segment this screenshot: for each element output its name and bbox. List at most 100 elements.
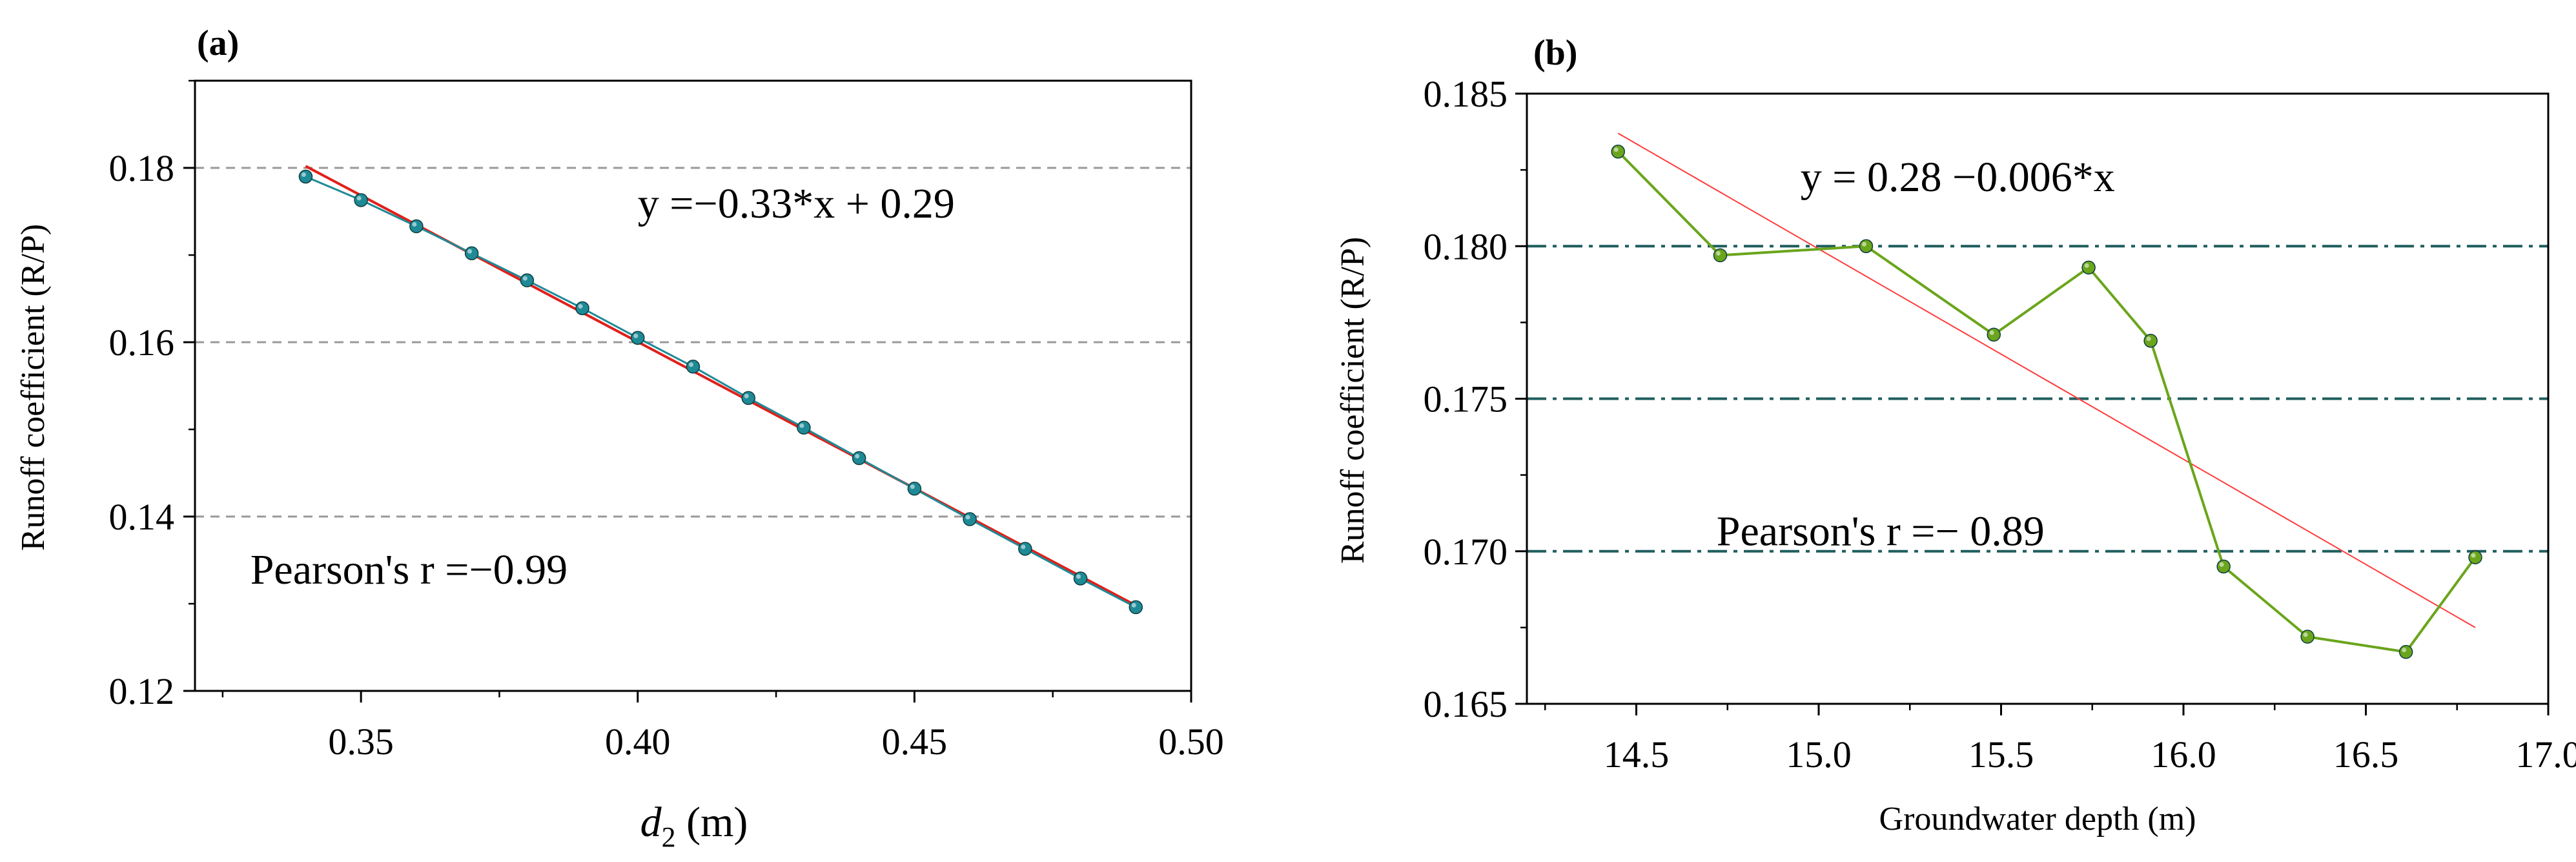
panel-a-pearson-annotation: Pearson's r =−0.99 <box>250 546 567 593</box>
panel-a-x-ticks: 0.35 0.40 0.45 0.50 <box>221 691 1224 763</box>
panel-b: (b) 14.5 15.0 15.5 16.0 16.5 17.0 0.1650.1700… <box>1334 33 2576 837</box>
panel-a-x-axis-title: d2 (m) <box>640 799 748 853</box>
panel-a-point-10 <box>852 451 866 466</box>
panel-b-point-1 <box>1713 248 1728 263</box>
panel-a-point-highlight-14 <box>1076 574 1081 579</box>
panel-a-point-highlight-2 <box>412 221 417 227</box>
panel-b-y-ticks: 0.165 0.170 0.175 0.180 0.185 <box>1424 73 1527 725</box>
panel-a-point-highlight-6 <box>633 333 639 338</box>
panel-a-series-group <box>305 176 1136 608</box>
panel-a-point-5 <box>575 301 589 316</box>
panel-b-y-tick-label-1: 0.170 <box>1424 531 1508 573</box>
panel-b-series-line <box>1617 150 2477 653</box>
panel-a-gridlines <box>195 167 1191 518</box>
panel-a-x-axis-var: d <box>640 799 662 846</box>
panel-a-point-0 <box>298 169 313 184</box>
panel-b-point-0 <box>1611 145 1625 159</box>
panel-b-point-highlight-1 <box>1715 251 1721 256</box>
panel-b-fit-group <box>1617 132 2476 628</box>
panel-a-point-highlight-1 <box>356 196 362 201</box>
panel-b-y-tick-label-4: 0.185 <box>1424 73 1508 115</box>
panel-a-point-4 <box>520 273 535 287</box>
panel-a-point-highlight-15 <box>1131 602 1136 608</box>
panel-b-point-6 <box>2216 559 2231 574</box>
panel-a-axes-frame <box>194 79 1192 692</box>
panel-a-point-11 <box>907 482 922 496</box>
panel-b-x-tick-label-2: 15.5 <box>1968 734 2034 775</box>
panel-b-point-highlight-6 <box>2219 562 2224 567</box>
panel-a-series-line <box>305 176 1136 608</box>
panel-b-point-8 <box>2398 644 2413 659</box>
panel-b-y-tick-label-0: 0.165 <box>1424 683 1508 725</box>
panel-b-y-tick-label-3: 0.180 <box>1424 225 1508 267</box>
panel-a-x-tick-label-1: 0.40 <box>605 721 671 763</box>
panel-b-point-highlight-8 <box>2402 648 2407 653</box>
panel-a-y-tick-label-2: 0.16 <box>109 322 175 364</box>
panel-b-gridlines <box>1527 245 2548 553</box>
panel-b-point-highlight-3 <box>1989 330 1994 335</box>
panel-b-point-5 <box>2143 333 2158 348</box>
panel-b-point-7 <box>2300 630 2315 644</box>
panel-b-x-tick-label-1: 15.0 <box>1786 734 1852 775</box>
panel-a-point-highlight-5 <box>578 303 583 309</box>
panel-a-point-highlight-9 <box>799 423 804 428</box>
panel-a-point-highlight-7 <box>689 362 693 367</box>
panel-b-point-9 <box>2468 550 2482 564</box>
panel-b-point-highlight-9 <box>2471 553 2476 558</box>
panel-a: (a) 0.35 0.40 0.45 0.50 0.12 0.14 0.16 0.18 y … <box>15 23 1224 853</box>
panel-a-y-axis-title: Runoff coefficient (R/P) <box>15 224 52 551</box>
panel-b-series-group <box>1617 150 2477 653</box>
panel-b-point-4 <box>2081 260 2096 275</box>
panel-b-x-axis-title: Groundwater depth (m) <box>1879 801 2196 837</box>
panel-b-y-axis-title: Runoff coefficient (R/P) <box>1334 237 1371 564</box>
panel-b-x-ticks: 14.5 15.0 15.5 16.0 16.5 17.0 <box>1544 704 2576 775</box>
panel-a-markers <box>298 169 1143 615</box>
panel-a-point-highlight-12 <box>965 515 970 520</box>
panel-a-point-8 <box>741 391 755 405</box>
panel-b-markers <box>1611 145 2482 659</box>
panel-a-x-axis-unit: (m) <box>676 799 748 846</box>
panel-a-point-15 <box>1129 600 1143 615</box>
panel-b-point-highlight-2 <box>1861 241 1866 247</box>
panel-b-label: (b) <box>1533 33 1577 73</box>
panel-b-pearson-annotation: Pearson's r =− 0.89 <box>1717 508 2045 555</box>
panel-a-point-highlight-8 <box>744 393 749 398</box>
panel-b-point-highlight-0 <box>1613 147 1619 152</box>
panel-a-point-7 <box>686 360 700 374</box>
panel-a-y-tick-label-3: 0.18 <box>109 147 175 189</box>
panel-b-point-2 <box>1859 239 1874 253</box>
panel-a-point-14 <box>1073 571 1088 586</box>
panel-a-x-tick-label-2: 0.45 <box>882 721 948 763</box>
panel-b-point-3 <box>1987 327 2001 342</box>
panel-a-point-highlight-4 <box>522 276 527 281</box>
panel-a-point-1 <box>354 193 368 207</box>
panel-a-point-highlight-10 <box>855 454 860 459</box>
panel-a-point-3 <box>464 246 479 261</box>
panel-a-y-tick-label-1: 0.14 <box>109 496 175 538</box>
panel-a-equation-annotation: y =−0.33*x + 0.29 <box>638 180 955 227</box>
panel-a-y-ticks: 0.12 0.14 0.16 0.18 <box>109 79 195 712</box>
panel-a-point-highlight-3 <box>467 249 473 254</box>
panel-a-point-2 <box>409 219 424 234</box>
panel-a-x-axis-sub: 2 <box>662 821 676 853</box>
panel-b-point-highlight-7 <box>2303 632 2308 637</box>
panel-a-point-highlight-13 <box>1021 544 1026 549</box>
panel-a-point-12 <box>963 512 977 526</box>
panel-a-y-tick-label-0: 0.12 <box>109 670 175 712</box>
panel-a-point-6 <box>631 331 645 345</box>
panel-a-point-highlight-11 <box>910 484 915 489</box>
panel-b-x-tick-label-4: 16.5 <box>2333 734 2399 775</box>
panel-a-point-highlight-0 <box>301 172 306 177</box>
panel-a-label: (a) <box>197 23 239 63</box>
panel-b-point-highlight-4 <box>2084 263 2089 268</box>
panel-a-point-13 <box>1018 542 1032 556</box>
panel-a-x-tick-label-3: 0.50 <box>1158 721 1224 763</box>
panel-b-equation-annotation: y = 0.28 −0.006*x <box>1801 154 2115 201</box>
panel-b-fit-line <box>1617 132 2476 628</box>
panel-a-point-9 <box>797 420 811 435</box>
panel-b-x-tick-label-0: 14.5 <box>1604 734 1670 775</box>
panel-b-x-tick-label-3: 16.0 <box>2151 734 2216 775</box>
panel-b-x-tick-label-5: 17.0 <box>2515 734 2576 775</box>
panel-b-y-tick-label-2: 0.175 <box>1424 378 1508 420</box>
